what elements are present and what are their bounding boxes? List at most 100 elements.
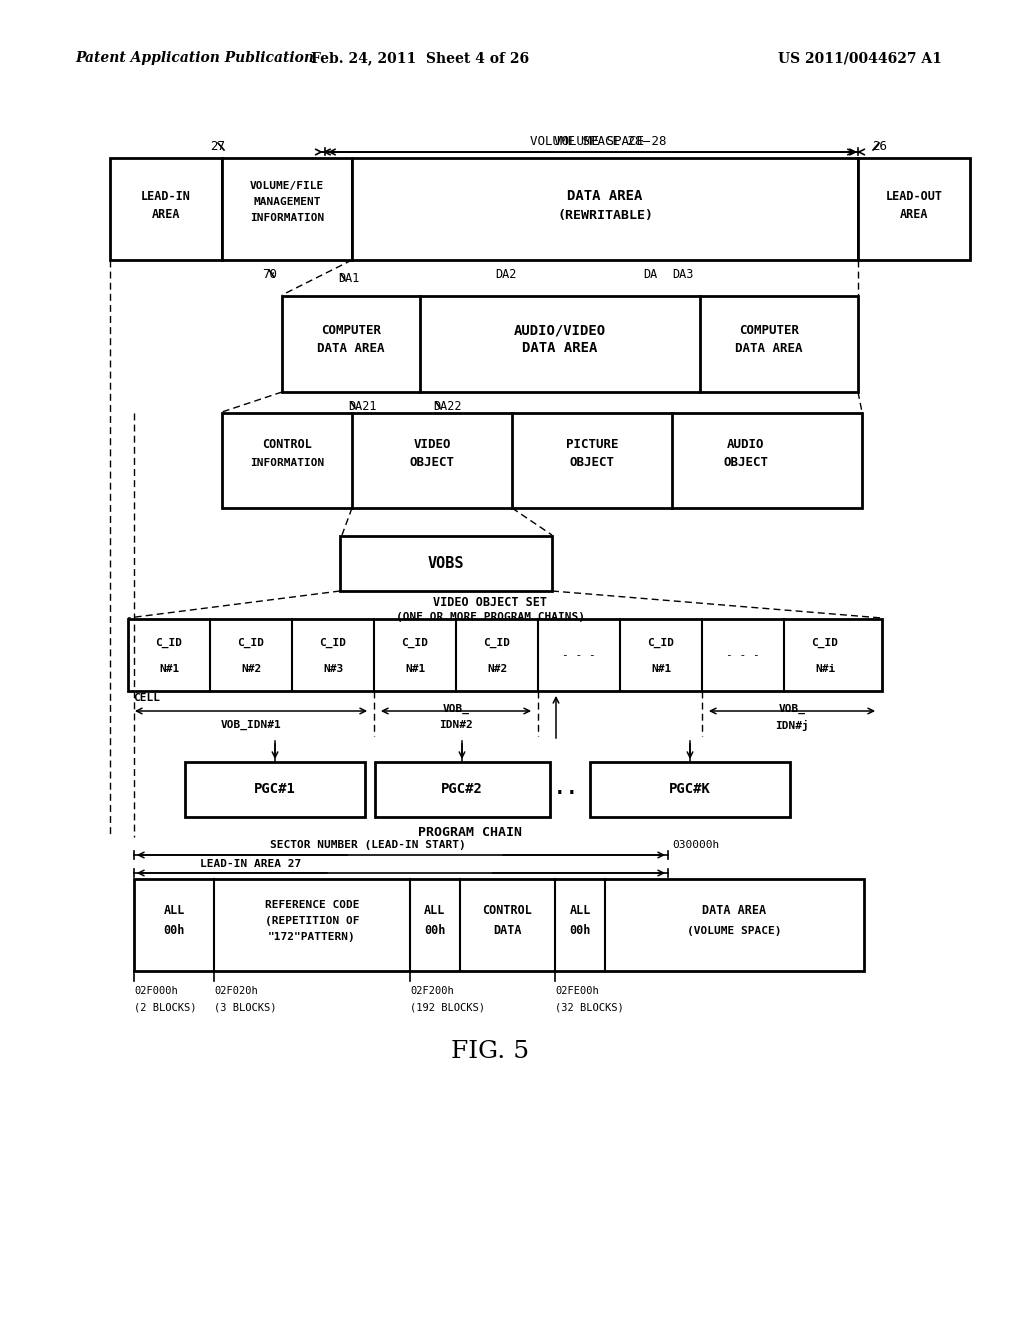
Text: .: .: [566, 780, 578, 799]
Text: N#1: N#1: [651, 664, 671, 675]
Text: DATA: DATA: [494, 924, 522, 937]
Text: N#i: N#i: [815, 664, 836, 675]
Text: N#1: N#1: [159, 664, 179, 675]
Text: 030000h: 030000h: [672, 840, 719, 850]
Text: MANAGEMENT: MANAGEMENT: [253, 197, 321, 207]
Text: VOBS: VOBS: [428, 556, 464, 570]
Text: (REWRITABLE): (REWRITABLE): [557, 210, 653, 223]
Text: (REPETITION OF: (REPETITION OF: [265, 916, 359, 927]
Text: VOLUME SPACE 28: VOLUME SPACE 28: [554, 135, 667, 148]
Text: (VOLUME SPACE): (VOLUME SPACE): [687, 927, 781, 936]
Text: "172"PATTERN): "172"PATTERN): [268, 932, 356, 942]
Text: LEAD-IN: LEAD-IN: [141, 190, 190, 202]
Bar: [185, 762, 365, 817]
Text: INFORMATION: INFORMATION: [250, 458, 325, 469]
Text: VOB_: VOB_: [778, 704, 806, 714]
Text: CONTROL: CONTROL: [482, 904, 532, 917]
Text: C_ID: C_ID: [319, 638, 346, 648]
Text: DA21: DA21: [348, 400, 377, 413]
Bar: [110, 158, 222, 260]
Text: 00h: 00h: [163, 924, 184, 937]
Text: REFERENCE CODE: REFERENCE CODE: [265, 900, 359, 909]
Text: DA22: DA22: [433, 400, 462, 413]
Text: DA3: DA3: [672, 268, 693, 281]
Text: PICTURE: PICTURE: [565, 438, 618, 451]
Bar: [282, 296, 858, 392]
Bar: [134, 879, 864, 972]
Text: .: .: [554, 780, 566, 799]
Text: AREA: AREA: [900, 207, 928, 220]
Text: ALL: ALL: [424, 904, 445, 917]
Bar: [340, 536, 552, 591]
Text: VIDEO OBJECT SET: VIDEO OBJECT SET: [433, 597, 547, 610]
Text: 26: 26: [872, 140, 887, 153]
Text: Patent Application Publication: Patent Application Publication: [75, 51, 314, 65]
Text: OBJECT: OBJECT: [569, 457, 614, 470]
Text: CONTROL: CONTROL: [262, 438, 312, 451]
Text: DATA AREA: DATA AREA: [522, 341, 598, 355]
Text: DA2: DA2: [495, 268, 516, 281]
Text: 02F200h: 02F200h: [410, 986, 454, 997]
Text: CELL: CELL: [133, 693, 160, 704]
Text: (ONE OR MORE PROGRAM CHAINS): (ONE OR MORE PROGRAM CHAINS): [395, 612, 585, 622]
Text: COMPUTER: COMPUTER: [739, 323, 799, 337]
Text: VOLUME SPACE 28—: VOLUME SPACE 28—: [530, 135, 650, 148]
Text: AREA: AREA: [152, 207, 180, 220]
Text: N#2: N#2: [241, 664, 261, 675]
Text: PGC#1: PGC#1: [254, 781, 296, 796]
Text: C_ID: C_ID: [483, 638, 511, 648]
Text: N#3: N#3: [323, 664, 343, 675]
Text: Feb. 24, 2011  Sheet 4 of 26: Feb. 24, 2011 Sheet 4 of 26: [311, 51, 529, 65]
Text: VOB_: VOB_: [442, 704, 469, 714]
Text: DATA AREA: DATA AREA: [567, 189, 643, 203]
Text: DATA AREA: DATA AREA: [702, 904, 767, 917]
Text: SECTOR NUMBER (LEAD-IN START): SECTOR NUMBER (LEAD-IN START): [270, 840, 466, 850]
Text: 27: 27: [210, 140, 225, 153]
Text: VIDEO: VIDEO: [414, 438, 451, 451]
Text: 00h: 00h: [424, 924, 445, 937]
Text: INFORMATION: INFORMATION: [250, 213, 325, 223]
Bar: [222, 158, 352, 260]
Text: DA1: DA1: [338, 272, 359, 285]
Text: PROGRAM CHAIN: PROGRAM CHAIN: [418, 826, 522, 840]
Text: (32 BLOCKS): (32 BLOCKS): [555, 1002, 624, 1012]
Text: DATA AREA: DATA AREA: [317, 342, 385, 355]
Bar: [375, 762, 550, 817]
Text: DA: DA: [643, 268, 657, 281]
Text: (192 BLOCKS): (192 BLOCKS): [410, 1002, 485, 1012]
Bar: [222, 413, 862, 508]
Text: ALL: ALL: [569, 904, 591, 917]
Text: 70: 70: [262, 268, 278, 281]
Text: ALL: ALL: [163, 904, 184, 917]
Text: AUDIO/VIDEO: AUDIO/VIDEO: [514, 323, 606, 337]
Text: US 2011/0044627 A1: US 2011/0044627 A1: [778, 51, 942, 65]
Text: (3 BLOCKS): (3 BLOCKS): [214, 1002, 276, 1012]
Text: PGC#2: PGC#2: [441, 781, 483, 796]
Text: OBJECT: OBJECT: [410, 457, 455, 470]
Text: 02FE00h: 02FE00h: [555, 986, 599, 997]
Text: IDN#2: IDN#2: [439, 719, 473, 730]
Text: - - -: - - -: [726, 649, 760, 660]
Text: C_ID: C_ID: [238, 638, 264, 648]
Text: N#2: N#2: [486, 664, 507, 675]
Text: PGC#K: PGC#K: [669, 781, 711, 796]
Text: 02F000h: 02F000h: [134, 986, 178, 997]
Text: (2 BLOCKS): (2 BLOCKS): [134, 1002, 197, 1012]
Text: IDN#j: IDN#j: [775, 719, 809, 730]
Text: N#1: N#1: [404, 664, 425, 675]
Text: C_ID: C_ID: [647, 638, 675, 648]
Text: VOB_IDN#1: VOB_IDN#1: [220, 719, 282, 730]
Bar: [352, 158, 858, 260]
Text: C_ID: C_ID: [811, 638, 839, 648]
Text: DATA AREA: DATA AREA: [735, 342, 803, 355]
Text: - - -: - - -: [562, 649, 596, 660]
Bar: [128, 619, 882, 690]
Text: OBJECT: OBJECT: [724, 457, 768, 470]
Text: FIG. 5: FIG. 5: [451, 1040, 529, 1063]
Text: C_ID: C_ID: [156, 638, 182, 648]
Text: AUDIO: AUDIO: [727, 438, 765, 451]
Text: COMPUTER: COMPUTER: [321, 323, 381, 337]
Text: LEAD-OUT: LEAD-OUT: [886, 190, 942, 202]
Text: VOLUME/FILE: VOLUME/FILE: [250, 181, 325, 191]
Text: 00h: 00h: [569, 924, 591, 937]
